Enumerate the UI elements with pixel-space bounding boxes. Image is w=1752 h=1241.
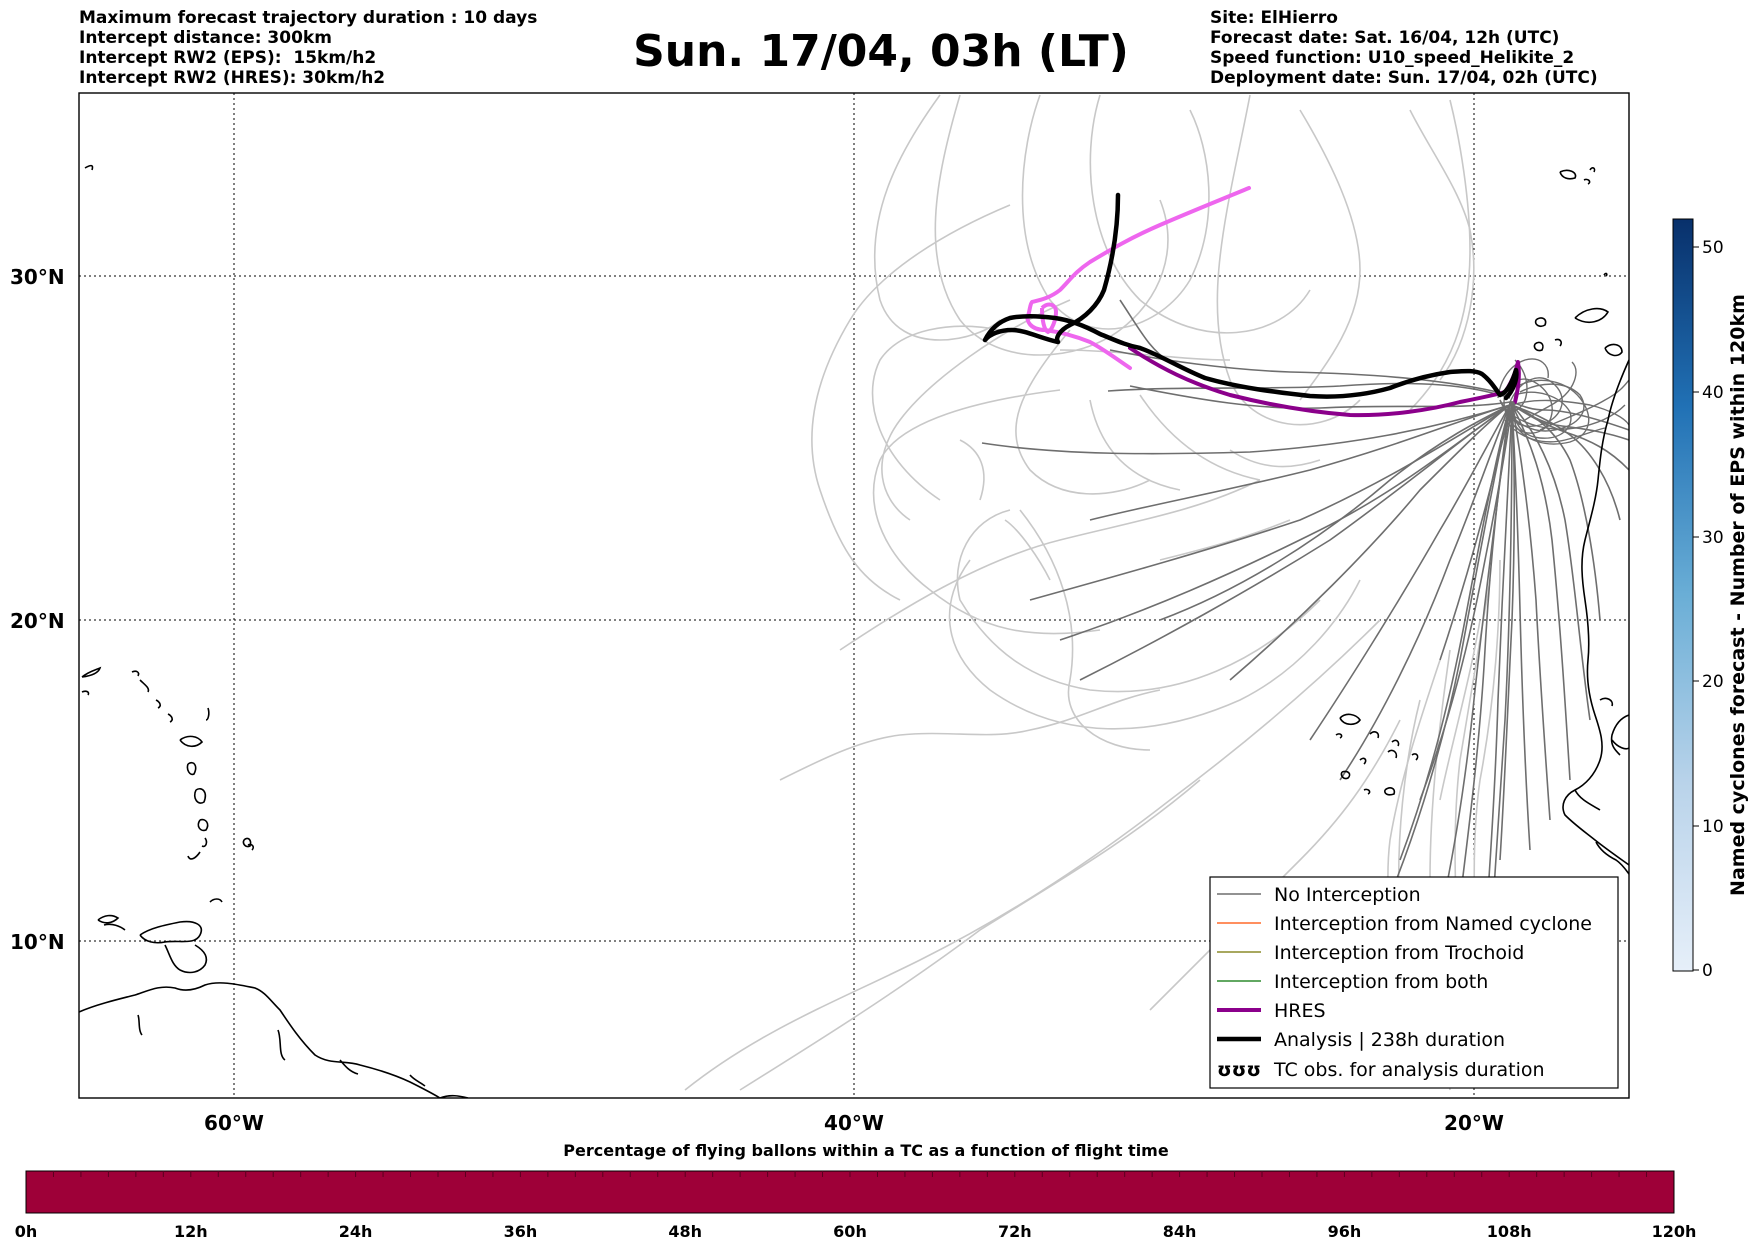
percentage-bar-tick-label: 36h xyxy=(504,1222,538,1241)
percentage-bar-tick-label: 60h xyxy=(833,1222,867,1241)
percentage-bar-tick-label: 24h xyxy=(339,1222,373,1241)
pink-track xyxy=(1025,186,1251,370)
speed-function-text: Speed function: U10_speed_Helikite_2 xyxy=(1210,48,1575,68)
canary-markers xyxy=(1509,401,1515,407)
lon-label-60w: 60°W xyxy=(204,1111,264,1135)
colorbar-tick-20: 20 xyxy=(1702,672,1724,692)
legend: No Interception Interception from Named … xyxy=(1209,876,1619,1089)
colorbar-tick-0: 0 xyxy=(1702,961,1713,981)
max-duration-text: Maximum forecast trajectory duration : 1… xyxy=(79,8,538,28)
legend-hres-label: HRES xyxy=(1274,1000,1326,1022)
colorbar-tick-10: 10 xyxy=(1702,817,1724,837)
pink-loop xyxy=(1040,302,1059,335)
percentage-bar-tick-label: 12h xyxy=(174,1222,208,1241)
lat-label-10n: 10°N xyxy=(10,930,65,954)
legend-named-cyclone-label: Interception from Named cyclone xyxy=(1274,913,1592,935)
lon-label-20w: 20°W xyxy=(1444,1111,1504,1135)
map-frame xyxy=(78,92,1630,1099)
intercept-eps-text: Intercept RW2 (EPS): 15km/h2 xyxy=(79,48,377,68)
site-text: Site: ElHierro xyxy=(1210,8,1338,28)
lon-label-40w: 40°W xyxy=(824,1111,884,1135)
deployment-date-text: Deployment date: Sun. 17/04, 02h (UTC) xyxy=(1210,68,1598,88)
percentage-bar-tick-label: 96h xyxy=(1328,1222,1362,1241)
percentage-bar-tick-label: 72h xyxy=(998,1222,1032,1241)
legend-box xyxy=(1209,876,1619,1089)
percentage-bar: Percentage of flying ballons within a TC… xyxy=(15,1141,1697,1241)
eps-tracks-light xyxy=(684,94,1501,1091)
percentage-bar-tick-label: 120h xyxy=(1652,1222,1697,1241)
legend-both-label: Interception from both xyxy=(1274,971,1488,993)
colorbar-tick-50: 50 xyxy=(1702,238,1724,258)
forecast-date-text: Forecast date: Sat. 16/04, 12h (UTC) xyxy=(1210,28,1560,48)
hres-track xyxy=(1128,346,1521,418)
percentage-bar-tick-label: 48h xyxy=(668,1222,702,1241)
legend-no-interception-label: No Interception xyxy=(1274,884,1421,906)
colorbar-tick-40: 40 xyxy=(1702,383,1724,403)
lat-label-30n: 30°N xyxy=(10,265,65,289)
intercept-distance-text: Intercept distance: 300km xyxy=(79,28,332,48)
page-title: Sun. 17/04, 03h (LT) xyxy=(633,26,1129,77)
track-cluster-canary xyxy=(1497,358,1629,445)
header-info-right: Site: ElHierro Forecast date: Sat. 16/04,… xyxy=(1210,8,1598,88)
header-info-left: Maximum forecast trajectory duration : 1… xyxy=(79,8,537,88)
colorbar-gradient xyxy=(1672,218,1694,972)
analysis-track xyxy=(982,192,1519,401)
legend-tc-obs-label: TC obs. for analysis duration xyxy=(1273,1059,1545,1081)
intercept-hres-text: Intercept RW2 (HRES): 30km/h2 xyxy=(79,68,386,88)
colorbar-label: Named cyclones forecast - Number of EPS … xyxy=(1727,294,1749,896)
percentage-bar-title: Percentage of flying ballons within a TC… xyxy=(563,1141,1169,1160)
percentage-bar-tick-label: 0h xyxy=(15,1222,38,1241)
percentage-bar-fill xyxy=(25,1170,1675,1214)
colorbar-tick-30: 30 xyxy=(1702,528,1724,548)
percentage-bar-tick-label: 108h xyxy=(1487,1222,1532,1241)
percentage-bar-tick-label: 84h xyxy=(1163,1222,1197,1241)
legend-trochoid-label: Interception from Trochoid xyxy=(1274,942,1524,964)
colorbar: 50 40 30 20 10 0 Named cyclones forecast… xyxy=(1672,218,1749,981)
cyclone-symbols-icon: ʊʊʊ xyxy=(1217,1059,1261,1081)
lat-label-20n: 20°N xyxy=(10,609,65,633)
legend-analysis-label: Analysis | 238h duration xyxy=(1274,1029,1505,1051)
